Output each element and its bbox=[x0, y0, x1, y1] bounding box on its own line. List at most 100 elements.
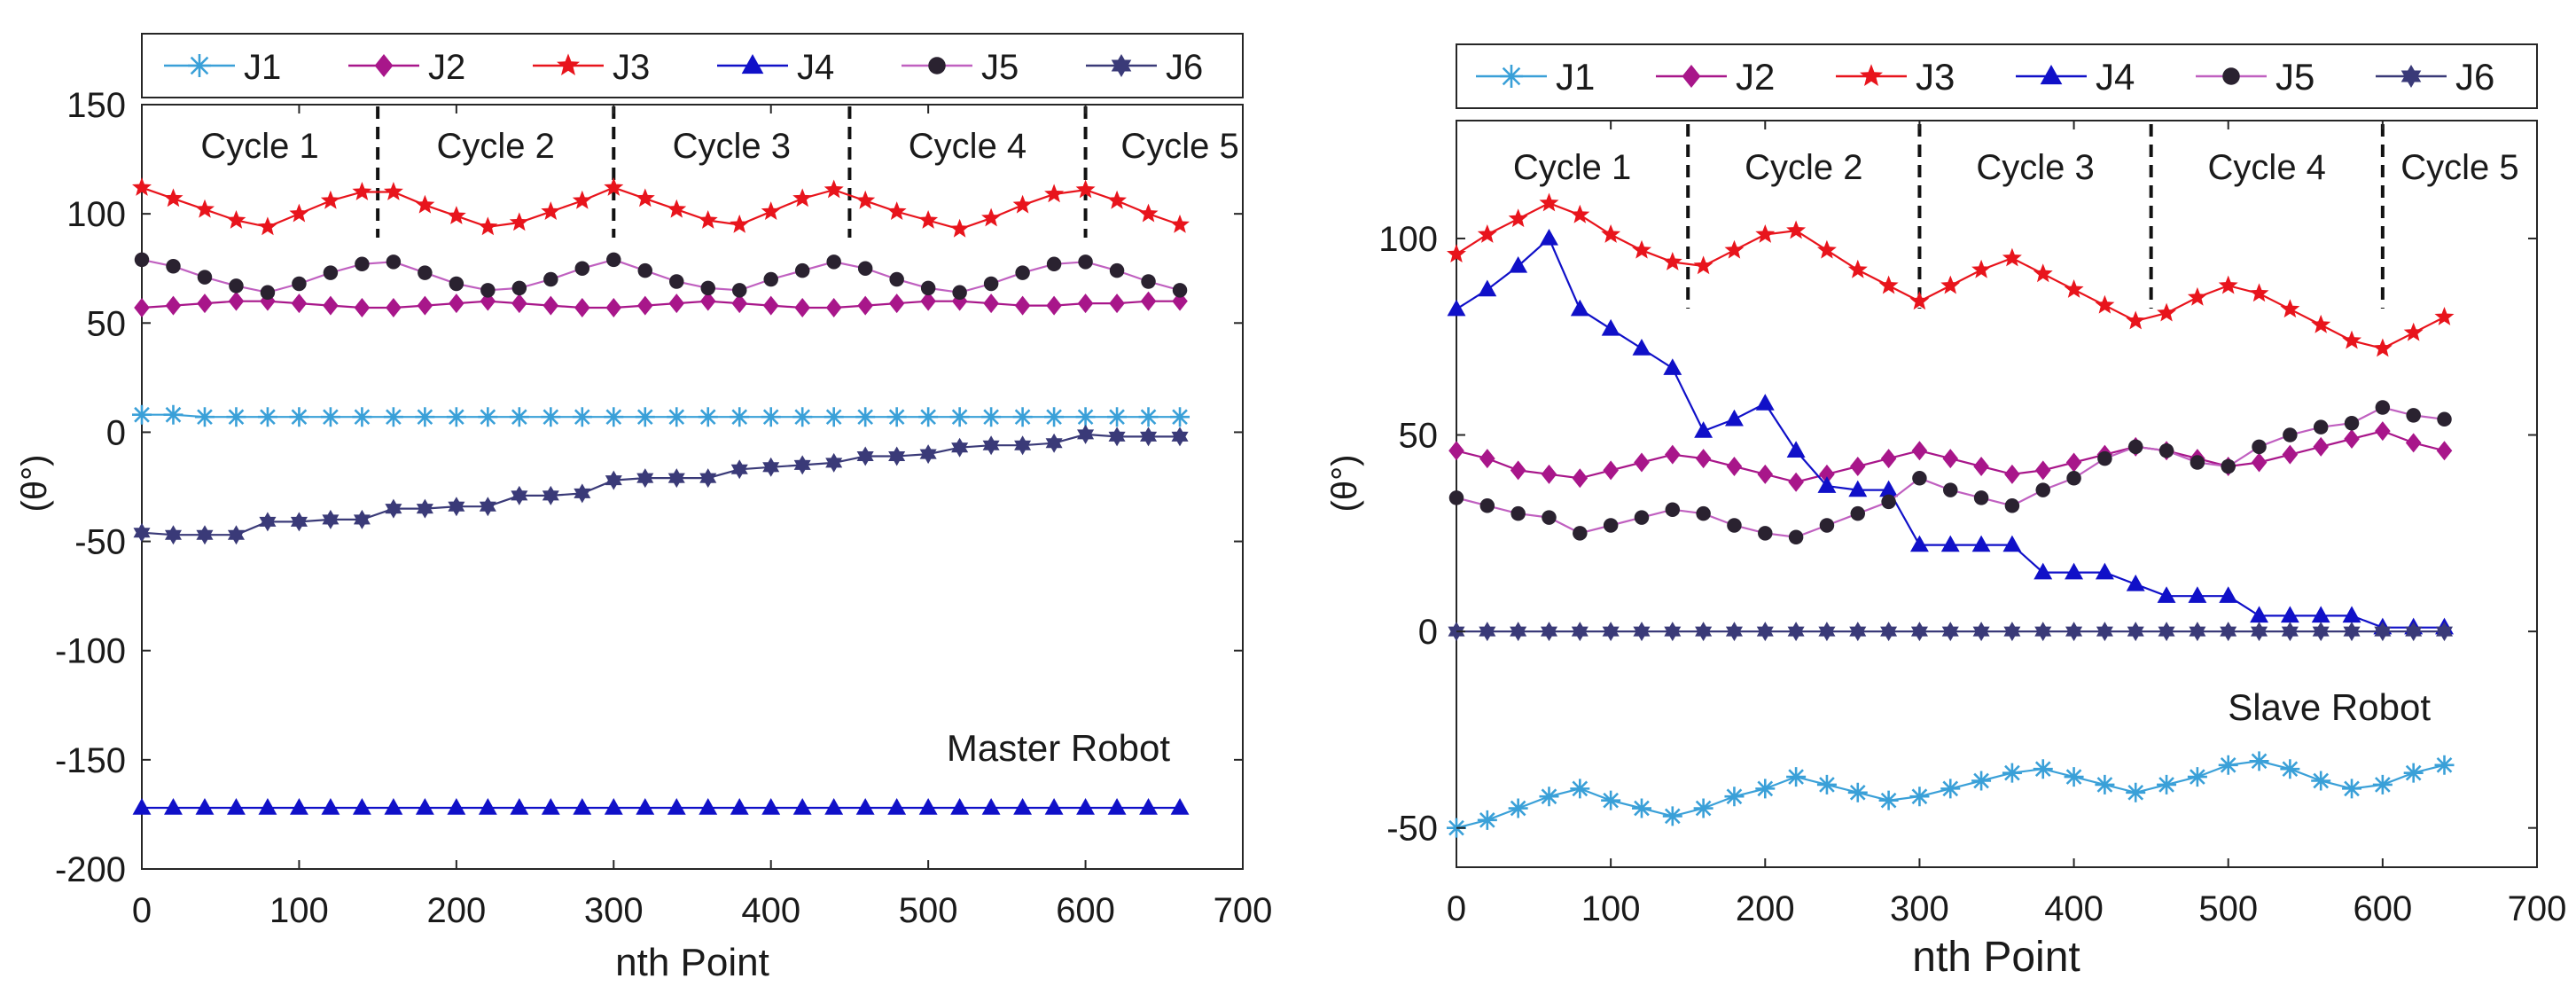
cycle-separators: Cycle 1 Cycle 2 Cycle 3 Cycle 4 Cycle 5 bbox=[1513, 124, 2519, 309]
data-point-j4 bbox=[1786, 441, 1806, 458]
data-point-j4 bbox=[573, 798, 592, 815]
data-point-j5 bbox=[1172, 283, 1188, 298]
data-point-j2 bbox=[134, 298, 150, 318]
data-point-j1 bbox=[1044, 407, 1065, 427]
data-point-j6 bbox=[730, 459, 748, 480]
data-point-j3 bbox=[2157, 302, 2176, 322]
data-point-j6 bbox=[511, 485, 528, 505]
data-point-j2 bbox=[1014, 295, 1031, 316]
data-point-j5 bbox=[197, 270, 213, 285]
series-j1 bbox=[132, 404, 1190, 427]
x-tick-label: 300 bbox=[1890, 889, 1949, 928]
data-point-j3 bbox=[2280, 299, 2300, 318]
series-j3 bbox=[132, 177, 1190, 238]
data-point-j1 bbox=[1601, 790, 1621, 810]
y-tick-label: 50 bbox=[87, 304, 127, 343]
data-point-j6 bbox=[1849, 622, 1867, 642]
data-point-j1 bbox=[1508, 798, 1528, 818]
x-tick-label: 200 bbox=[1736, 889, 1795, 928]
data-point-j1 bbox=[194, 407, 215, 427]
data-point-j3 bbox=[2403, 322, 2424, 341]
data-point-j1 bbox=[2157, 774, 2177, 795]
series-line-j1 bbox=[142, 413, 1180, 419]
data-point-j4 bbox=[792, 798, 812, 815]
data-point-j6 bbox=[1664, 622, 1682, 642]
data-point-j5 bbox=[1881, 494, 1896, 510]
data-point-j4 bbox=[1725, 409, 1744, 427]
data-point-j3 bbox=[509, 212, 529, 231]
data-point-j1 bbox=[981, 407, 1002, 427]
data-point-j1 bbox=[1693, 798, 1713, 818]
cycle-label-2: Cycle 2 bbox=[1745, 148, 1862, 187]
data-point-j4 bbox=[2280, 606, 2299, 623]
data-point-j5 bbox=[731, 283, 747, 298]
x-axis-ticks: 0 100 200 300 400 500 600 700 bbox=[132, 105, 1272, 930]
legend-marker-j4 bbox=[2040, 65, 2063, 85]
data-point-j6 bbox=[2096, 622, 2113, 642]
data-point-j1 bbox=[2403, 763, 2424, 783]
data-point-j4 bbox=[730, 798, 749, 815]
data-point-j2 bbox=[511, 294, 527, 314]
data-point-j4 bbox=[667, 798, 686, 815]
data-point-j2 bbox=[1788, 472, 1804, 492]
data-point-j1 bbox=[949, 407, 970, 427]
data-point-j5 bbox=[480, 283, 496, 298]
legend-label-j5: J5 bbox=[981, 48, 1019, 87]
data-point-j2 bbox=[291, 294, 308, 314]
data-point-j1 bbox=[2311, 771, 2331, 791]
data-point-j4 bbox=[321, 798, 340, 815]
data-point-j3 bbox=[320, 190, 340, 209]
data-point-j2 bbox=[386, 298, 402, 318]
data-point-j6 bbox=[2436, 622, 2453, 642]
data-point-j3 bbox=[1138, 203, 1159, 223]
data-point-j5 bbox=[543, 271, 558, 287]
data-point-j1 bbox=[2126, 782, 2146, 802]
data-point-j3 bbox=[886, 201, 907, 220]
data-point-j2 bbox=[1665, 444, 1681, 465]
data-point-j1 bbox=[1012, 407, 1033, 427]
data-point-j5 bbox=[1141, 274, 1156, 289]
x-tick-label: 0 bbox=[132, 891, 152, 930]
data-point-j5 bbox=[260, 285, 276, 301]
data-point-j6 bbox=[1633, 622, 1651, 642]
legend-label-j1: J1 bbox=[244, 48, 281, 87]
legend-label-j4: J4 bbox=[2096, 56, 2135, 98]
series-line-j6 bbox=[141, 433, 1180, 536]
data-point-j4 bbox=[384, 798, 403, 815]
data-point-j6 bbox=[574, 483, 591, 504]
x-axis-ticks: 0 100 200 300 400 500 600 700 bbox=[1447, 121, 2566, 928]
data-point-j5 bbox=[1788, 529, 1804, 544]
legend-item-j6: J6 bbox=[1086, 48, 1203, 87]
data-point-j2 bbox=[2375, 421, 2391, 442]
legend-box bbox=[1456, 43, 2538, 109]
data-point-j1 bbox=[1570, 779, 1590, 799]
data-point-j6 bbox=[196, 525, 214, 545]
data-point-j4 bbox=[1076, 798, 1096, 815]
data-point-j2 bbox=[1448, 441, 1464, 461]
data-point-j2 bbox=[574, 298, 590, 318]
legend-item-j5: J5 bbox=[2196, 56, 2314, 98]
data-point-j3 bbox=[918, 210, 939, 229]
y-tick-label: -150 bbox=[55, 741, 126, 780]
cycle-label-3: Cycle 3 bbox=[673, 127, 791, 166]
series-line-j2 bbox=[141, 300, 1180, 309]
data-point-j1 bbox=[1940, 779, 1961, 799]
data-point-j5 bbox=[606, 252, 621, 268]
data-point-j1 bbox=[2280, 759, 2300, 779]
data-point-j1 bbox=[226, 407, 246, 427]
chart-annotation: Master Robot bbox=[947, 727, 1170, 769]
data-point-j2 bbox=[2405, 433, 2422, 453]
data-point-j6 bbox=[667, 468, 685, 489]
cycle-label-3: Cycle 3 bbox=[1976, 148, 2094, 187]
data-point-j1 bbox=[1138, 407, 1159, 427]
data-point-j5 bbox=[1046, 256, 1062, 272]
legend: J1 J2 J3 J4 J5 J6 bbox=[1476, 56, 2494, 98]
series-group bbox=[1447, 192, 2455, 838]
y-tick-label: 150 bbox=[66, 86, 126, 125]
data-point-j5 bbox=[2097, 450, 2112, 466]
data-point-j3 bbox=[478, 216, 498, 236]
legend-marker-j6 bbox=[1111, 54, 1132, 77]
data-point-j6 bbox=[1479, 622, 1496, 642]
legend-item-j4: J4 bbox=[2016, 56, 2135, 98]
master-robot-chart: J1 J2 J3 J4 J5 J6 Cycle 1 Cycle 2 Cycle 3 Cycle … bbox=[15, 33, 1272, 984]
